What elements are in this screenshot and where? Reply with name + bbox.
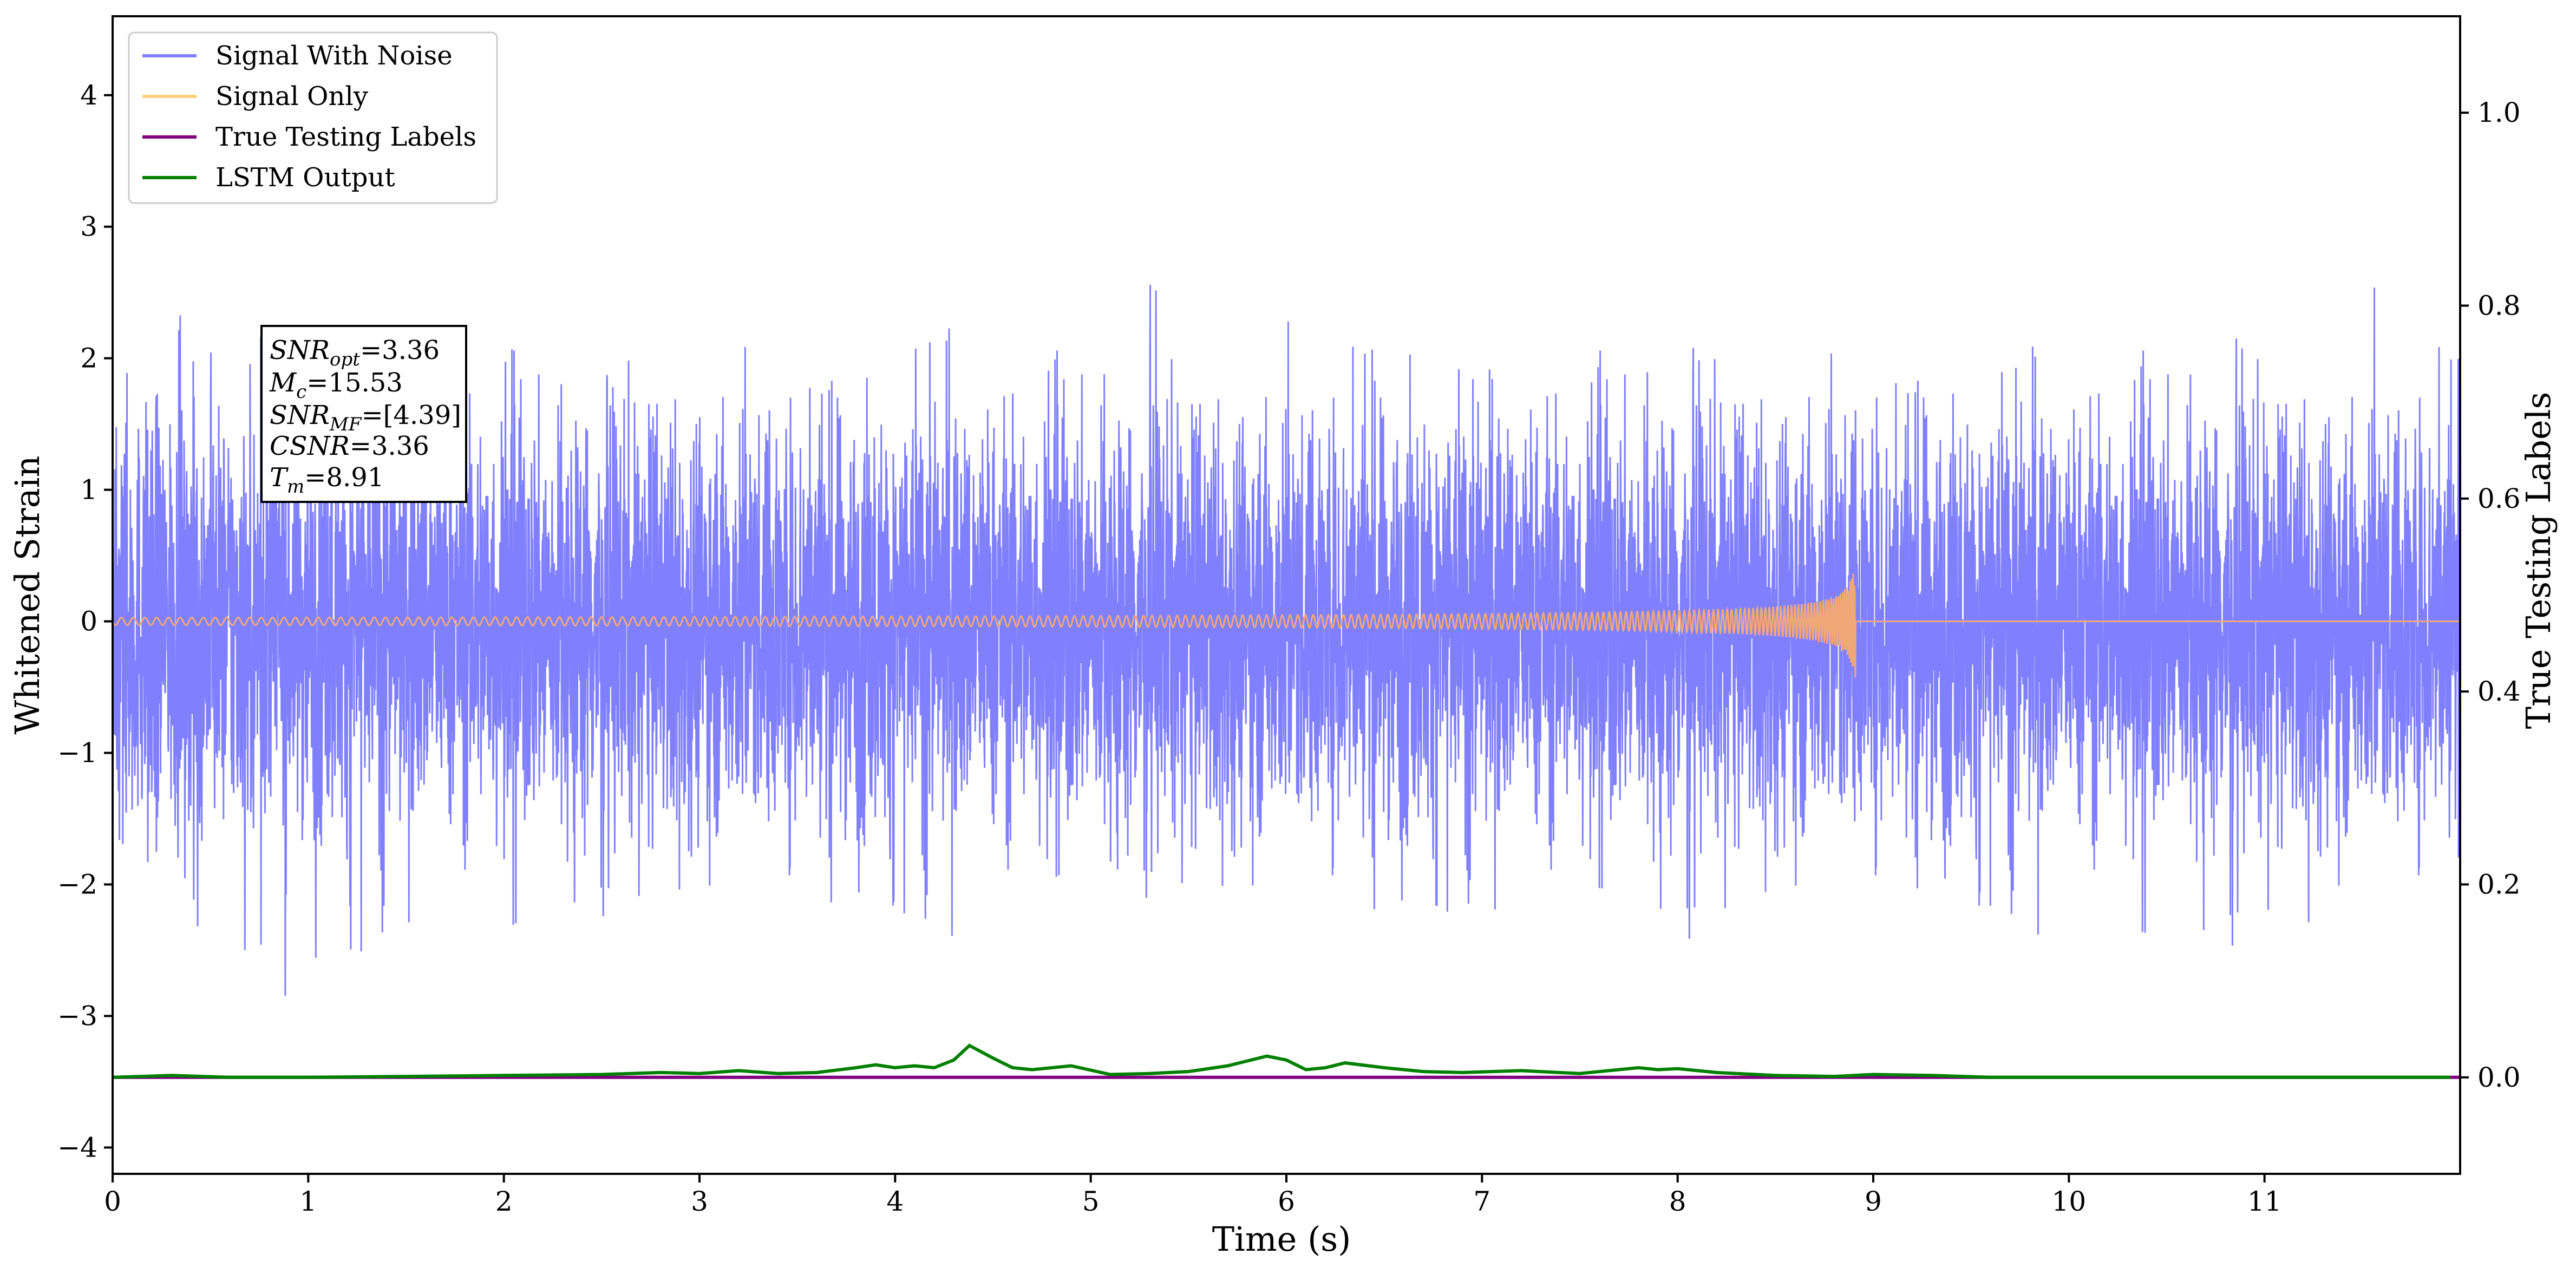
x-tick-label: 6: [1278, 1186, 1295, 1217]
annotation-merger-time: Tm=8.91: [270, 462, 384, 498]
x-tick-label: 5: [1082, 1186, 1100, 1217]
annotation-csnr: CSNR=3.36: [270, 431, 429, 461]
y2-tick-label: 0.0: [2477, 1062, 2521, 1093]
y-axis-title: Whitened Strain: [8, 456, 47, 735]
y2-tick-label: 0.2: [2477, 869, 2521, 900]
legend-label-lstm-output: LSTM Output: [215, 162, 395, 193]
y2-tick-label: 0.4: [2477, 676, 2521, 707]
y2-tick-label: 0.6: [2477, 483, 2521, 514]
legend-label-signal-with-noise: Signal With Noise: [215, 41, 453, 71]
y-tick-label: −4: [57, 1132, 97, 1163]
y-tick-label: −1: [57, 737, 97, 769]
x-tick-label: 2: [495, 1186, 513, 1217]
x-axis-title: Time (s): [1212, 1219, 1351, 1259]
y2-tick-label: 1.0: [2477, 97, 2521, 128]
x-tick-label: 9: [1865, 1186, 1882, 1217]
series-signal-with-noise-line: [113, 285, 2460, 996]
x-tick-label: 0: [104, 1186, 121, 1217]
y-axis-left: 4 3 2 1 0 −1 −2 −3 −4: [57, 80, 113, 1163]
series-lstm-output-line: [113, 1043, 2450, 1079]
series-signal-only-line: [113, 573, 2460, 678]
y-tick-label: 3: [80, 211, 97, 243]
y-tick-label: −2: [57, 869, 97, 900]
y2-tick-label: 0.8: [2477, 290, 2521, 322]
y-axis-right: 1.0 0.8 0.6 0.4 0.2 0.0: [2460, 97, 2521, 1093]
x-tick-label: 4: [886, 1186, 904, 1217]
legend-box: [128, 31, 498, 204]
y-tick-label: −3: [57, 1000, 97, 1031]
legend: Signal With Noise Signal Only True Testi…: [128, 31, 498, 204]
y-tick-label: 0: [80, 606, 97, 637]
legend-label-signal-only: Signal Only: [215, 81, 368, 112]
annotation-frame: [260, 325, 467, 503]
plot-area: [113, 285, 2460, 1079]
x-tick-label: 8: [1669, 1186, 1686, 1217]
y-tick-label: 1: [80, 474, 97, 506]
y-tick-label: 2: [80, 343, 97, 374]
legend-label-true-testing-labels: True Testing Labels: [215, 122, 476, 152]
x-tick-label: 10: [2052, 1186, 2087, 1217]
x-tick-label: 11: [2247, 1186, 2282, 1217]
x-tick-label: 3: [691, 1186, 708, 1217]
annotation-snr-mf: SNRMF=[4.39]: [270, 400, 461, 435]
annotation-box: SNRopt=3.36 Mc=15.53 SNRMF=[4.39] CSNR=3…: [260, 325, 467, 503]
x-axis: 0 1 2 3 4 5 6 7 8 9 10 11: [104, 1174, 2281, 1217]
annotation-chirp-mass: Mc=15.53: [269, 368, 403, 403]
x-tick-label: 7: [1473, 1186, 1490, 1217]
annotation-snr-opt: SNRopt=3.36: [270, 335, 440, 370]
y2-axis-title: True Testing Labels: [2519, 392, 2558, 729]
y-tick-label: 4: [80, 80, 97, 111]
x-tick-label: 1: [299, 1186, 317, 1217]
